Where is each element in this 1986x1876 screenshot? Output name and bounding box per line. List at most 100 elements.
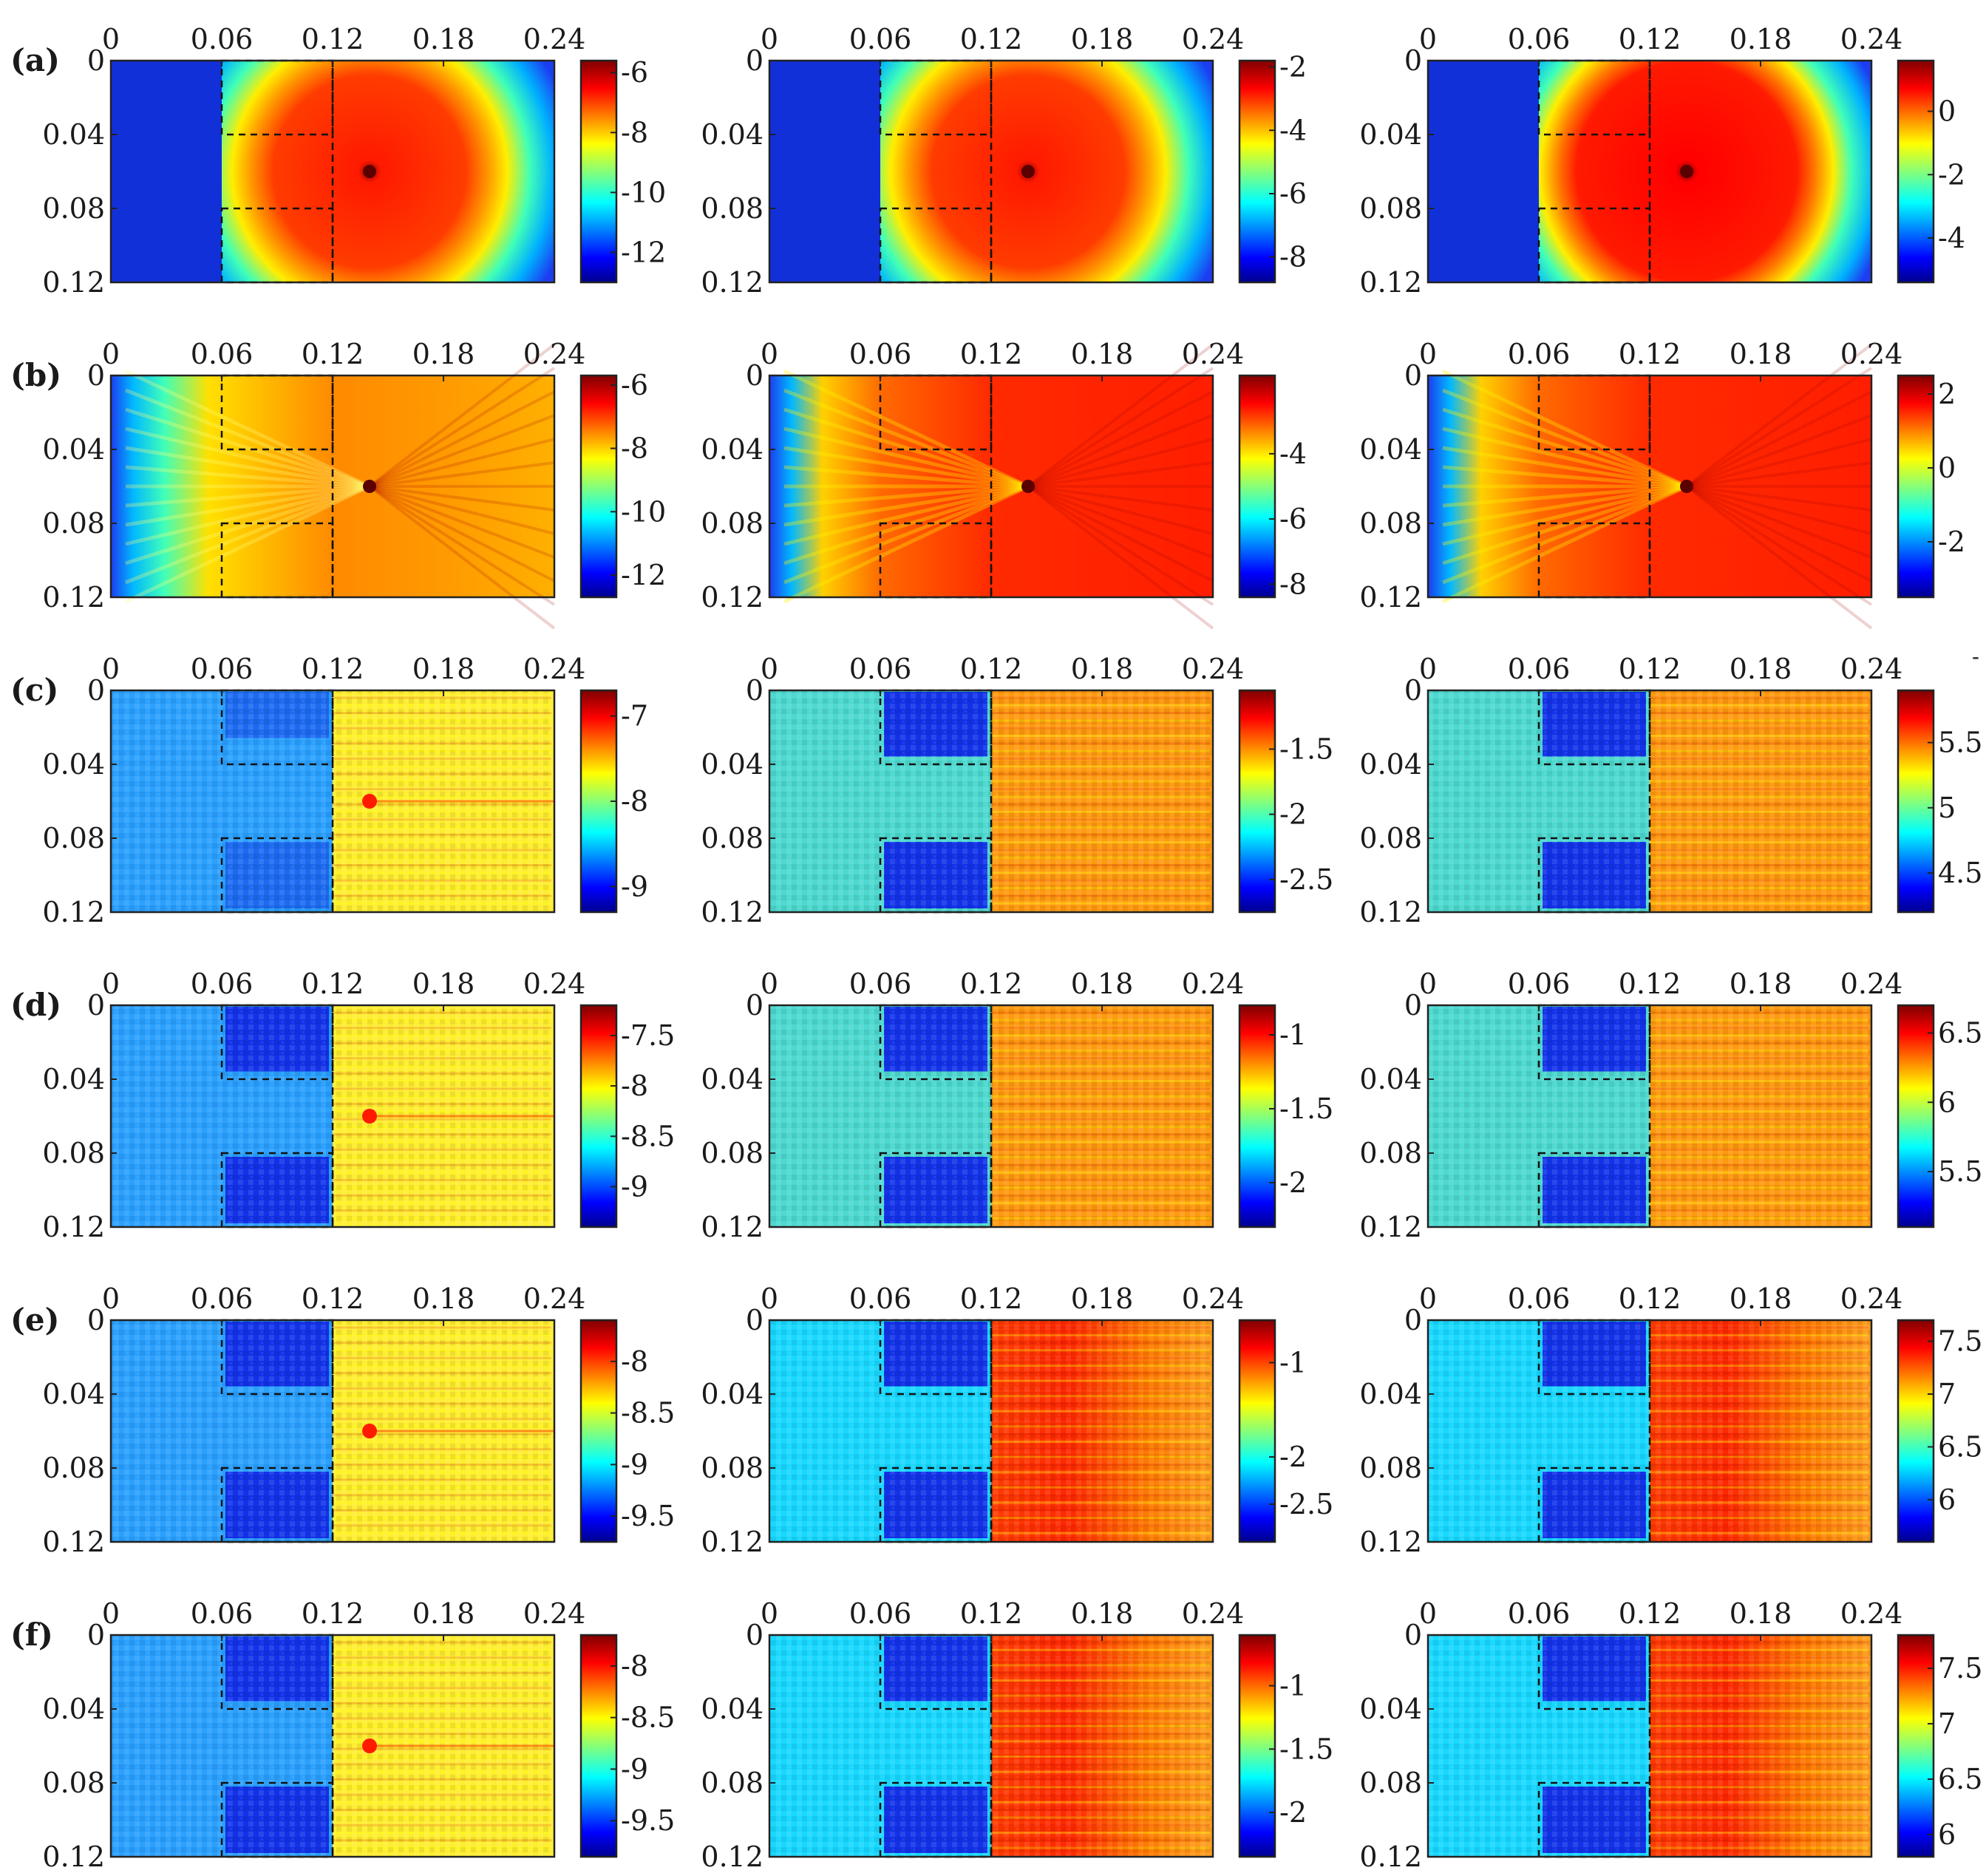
- y-tick-label: 0: [1404, 989, 1422, 1022]
- fan-streak: [1027, 485, 1214, 512]
- fan-streak: [124, 484, 371, 604]
- colorbar: [1238, 1004, 1276, 1228]
- x-tick-label: 0.24: [523, 23, 586, 55]
- y-tick-label: 0.04: [701, 1378, 764, 1410]
- wavefront-field: [1529, 61, 1871, 282]
- x-tick-label: 0: [102, 1597, 120, 1630]
- fan-streak: [1027, 485, 1214, 582]
- fan-streak: [125, 426, 370, 489]
- fan-streak: [1442, 426, 1687, 489]
- x-tick-label: 0: [1419, 1282, 1437, 1315]
- colorbar-tick-label: -9.5: [621, 1804, 675, 1837]
- colorbar-tick-label: -12: [621, 559, 666, 591]
- x-tick-label: 0.06: [191, 653, 254, 685]
- colorbar-tick-label: -10: [621, 495, 666, 528]
- colorbar-tick-label: -4: [1938, 222, 1965, 254]
- y-tick-label: 0.08: [1359, 507, 1422, 540]
- x-tick-label: 0.24: [1840, 968, 1903, 1000]
- colorbar-tick-label: -8: [1279, 568, 1307, 600]
- x-tick-label: 0.06: [1508, 1282, 1571, 1315]
- x-tick-label: 0.12: [1619, 1597, 1681, 1630]
- colorbar-tick-label: -8: [621, 1650, 648, 1682]
- colorbar: [1238, 689, 1276, 914]
- colorbar-tick-label: -4: [1279, 438, 1307, 470]
- x-tick-label: 0.18: [1730, 23, 1792, 55]
- x-tick-label: 0.24: [523, 653, 586, 685]
- x-tick-label: 0.12: [302, 1597, 364, 1630]
- x-tick-label: 0.24: [1182, 968, 1245, 1000]
- x-tick-label: 0.06: [191, 968, 254, 1000]
- fan-streak: [125, 484, 370, 546]
- fan-streak: [1441, 369, 1688, 489]
- y-tick-label: 0.04: [42, 1693, 105, 1725]
- heatmap-panel: 0 0.06 0.12 0.18 0.24 0 0.04 0.08 0.12 -4 -6 -8: [701, 338, 1307, 630]
- fan-streak: [1027, 485, 1214, 535]
- colorbar-tick-label: -8.5: [621, 1702, 675, 1734]
- fan-streak: [369, 485, 555, 582]
- colorbar: [1897, 1319, 1935, 1543]
- x-tick-label: 0.12: [302, 1282, 364, 1315]
- fan-streak: [369, 485, 555, 512]
- x-tick-label: 0.24: [1182, 338, 1245, 370]
- y-tick-label: 0.08: [42, 822, 105, 854]
- y-tick-label: 0.08: [701, 192, 764, 225]
- x-tick-label: 0.18: [1071, 653, 1134, 685]
- x-tick-label: 0.12: [1619, 338, 1681, 370]
- y-tick-label: 0: [746, 359, 764, 392]
- fan-streak: [125, 446, 370, 489]
- fan-streak: [1686, 461, 1872, 488]
- colorbar-tick-label: 6.5: [1938, 1017, 1982, 1050]
- colorbar-tick-label: 0: [1938, 452, 1956, 484]
- y-tick-label: 0.04: [42, 118, 105, 151]
- heatmap-panel: 0 0.06 0.12 0.18 0.24 0 0.04 0.08 0.12 -1.5 -2 -2.5: [701, 653, 1333, 928]
- y-tick-label: 0: [746, 44, 764, 77]
- fan-streak: [369, 390, 555, 488]
- colorbar-tick-label: -8: [621, 432, 648, 465]
- colorbar-tick-label: -8.5: [621, 1397, 675, 1430]
- fan-streak: [1442, 484, 1687, 565]
- row-label: (a): [10, 42, 60, 78]
- fan-streak: [783, 484, 1029, 565]
- colorbar-tick-label: -2.5: [1279, 863, 1333, 896]
- colorbar-tick-label: 7.5: [1938, 1325, 1982, 1358]
- colorbar-tick-label: -1.5: [1279, 1092, 1333, 1125]
- y-tick-label: 0.12: [42, 581, 105, 614]
- x-tick-label: 0.24: [523, 338, 586, 370]
- x-tick-label: 0.18: [1071, 1597, 1134, 1630]
- fan-streak: [1027, 485, 1214, 606]
- fan-streak: [368, 485, 556, 606]
- source-point: [362, 1739, 377, 1753]
- y-tick-label: 0.12: [1359, 1841, 1422, 1873]
- colorbar: [1238, 374, 1276, 599]
- colorbar-tick-label: -2.5: [1279, 1488, 1333, 1520]
- x-tick-label: 0.12: [960, 1597, 1023, 1630]
- colorbar-tick-label: -2: [1279, 51, 1307, 84]
- x-tick-label: 0.24: [1840, 1597, 1903, 1630]
- heatmap-panel: 0 0.06 0.12 0.18 0.24 0 0.04 0.08 0.12 -6 -8 -10 -12: [42, 23, 666, 299]
- fan-streak: [1027, 485, 1214, 559]
- colorbar: [1897, 689, 1935, 914]
- fan-streak: [124, 369, 371, 489]
- fan-streak: [1442, 446, 1687, 489]
- fan-streak: [125, 407, 370, 489]
- x-tick-label: 0: [761, 338, 778, 370]
- y-tick-label: 0.08: [701, 1137, 764, 1169]
- colorbar-tick-label: -7: [621, 700, 648, 733]
- fan-streak: [1027, 390, 1214, 488]
- heatmap-panel: 0 0.06 0.12 0.18 0.24 0 0.04 0.08 0.12 -2 -4 -6 -8: [701, 23, 1307, 299]
- colorbar-tick-label: -2: [1279, 1166, 1307, 1199]
- x-tick-label: 0.24: [523, 968, 586, 1000]
- colorbar-tick-label: 7: [1938, 1378, 1956, 1410]
- fan-streak: [783, 426, 1029, 489]
- colorbar-tick-label: -10: [621, 176, 666, 208]
- fan-streak: [369, 414, 555, 488]
- fan-streak: [125, 388, 370, 489]
- colorbar-tick-label: -8: [1279, 241, 1307, 273]
- fan-streak: [783, 484, 1029, 508]
- colorbar-tick-label: 5.5: [1938, 1155, 1982, 1188]
- y-tick-label: 0: [746, 674, 764, 707]
- fan-streak: [1027, 461, 1214, 488]
- colorbar: [1897, 1004, 1935, 1228]
- x-tick-label: 0.06: [191, 1282, 254, 1315]
- colorbar-tick-label: -9: [621, 1753, 648, 1785]
